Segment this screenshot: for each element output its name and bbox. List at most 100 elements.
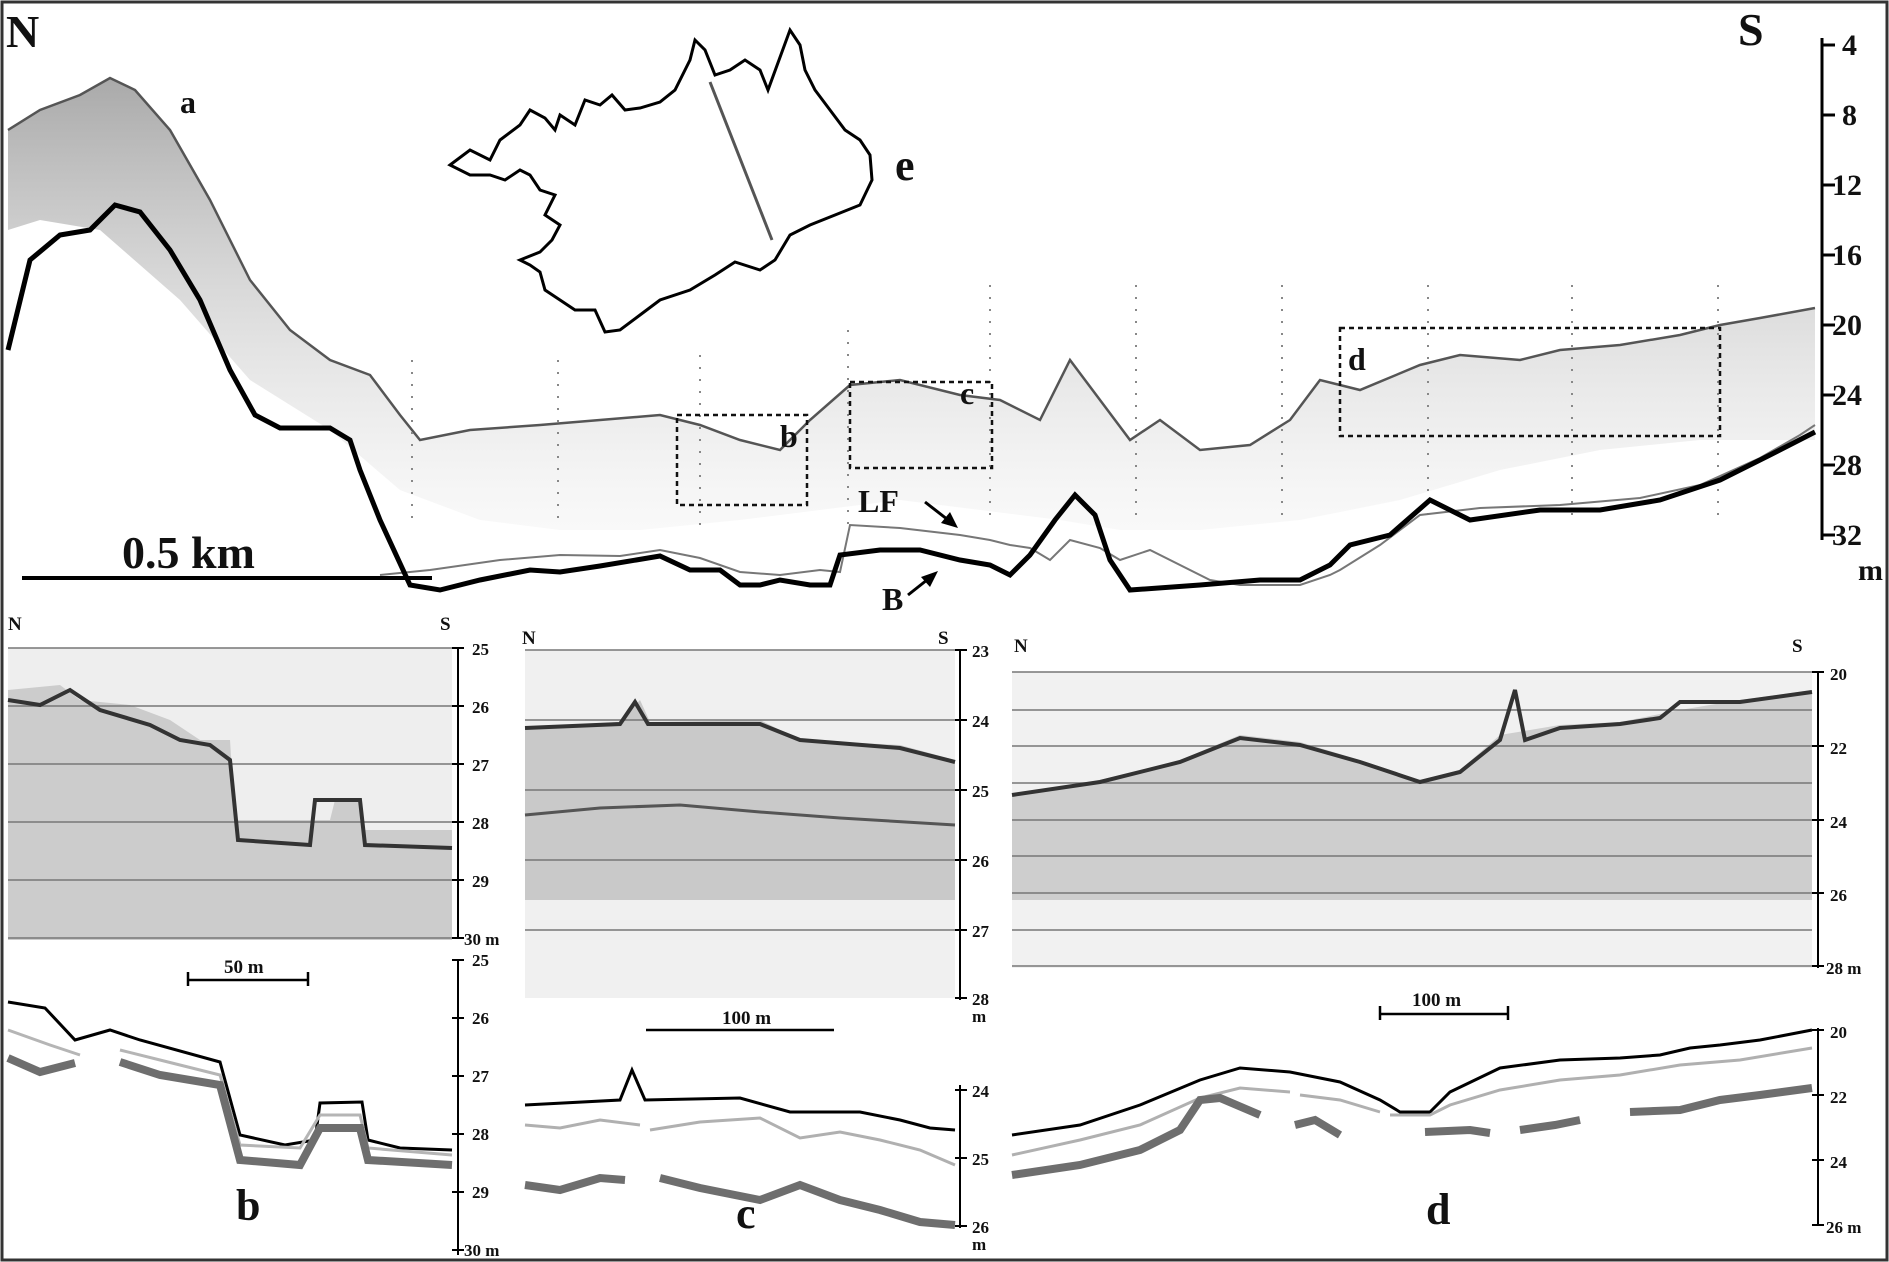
panel-d-gridlines [1012,671,1812,967]
panel-b-interp-tick-27: 27 [472,1067,490,1086]
main-south-label: S [1738,4,1764,55]
panel-b-interp-tick-25: 25 [472,951,489,970]
panel-b-interp-tick-29: 29 [472,1183,489,1202]
panel-c-interp-tick-25: 25 [972,1150,989,1169]
panel-b-interp-top [7,1000,453,1152]
panel-c-interp-tick-26: 26 [972,1218,989,1237]
panel-d-north: N [1014,636,1028,657]
panel-b-tick-30: 30 m [464,930,499,949]
box-b [675,413,809,507]
panel-d-interp-tick-22: 22 [1830,1088,1847,1107]
depth-tick-16: 16 [1832,239,1862,272]
panel-d-texture [1012,690,1812,900]
main-seafloor-reflector [7,76,1816,452]
panel-b-reflector [7,687,453,850]
panel-d-tick-28: 28 m [1826,959,1861,978]
panel-c-interp-unit: m [972,1235,986,1254]
box-c [848,380,994,470]
b-label: B [882,581,903,617]
panel-b-tick-25: 25 [472,640,489,659]
inset-map: e [447,26,915,334]
panel-c-interp-mid [524,1116,956,1167]
panel-b-tick-28: 28 [472,814,489,833]
panel-c-gridlines [525,649,955,931]
panel-b-interp-base [6,1054,453,1170]
depth-tick-4: 4 [1842,29,1857,62]
panel-b-tick-26: 26 [472,698,489,717]
panel-b-interp-tick-28: 28 [472,1125,489,1144]
depth-tick-20: 20 [1832,309,1862,342]
panel-d-interp-top [1011,1028,1813,1137]
panel-c-tick-26: 26 [972,852,989,871]
panel-d-interp-tick-20: 20 [1830,1023,1847,1042]
panel-b-texture [8,685,452,940]
main-scale-label: 0.5 km [122,527,255,578]
panel-c-echo-unit: m [972,1007,986,1026]
panel-c-tick-24: 24 [972,712,990,731]
box-d-label: d [1348,341,1366,377]
survey-line [708,81,774,241]
panel-c-subreflector [524,803,956,827]
panel-d-tick-22: 22 [1830,739,1847,758]
panel-d-interp-ticks [1812,1029,1824,1226]
panel-c-interp-top [524,1066,956,1132]
main-lf-horizon [379,424,1816,586]
panel-c-scale-label: 100 m [722,1008,771,1029]
panel-c-echo-ticks [955,649,967,999]
panel-b-scale-label: 50 m [224,957,264,978]
panel-d-interp-tick-26: 26 m [1826,1218,1861,1237]
marker-a-label: a [180,84,196,120]
panel-c-reflector [524,698,956,764]
panel-d-interp-base [1011,1084,1813,1179]
depth-unit: m [1858,554,1883,587]
panel-c: N S 23 24 25 26 27 28 m 100 m [522,628,990,1254]
lf-label: LF [858,483,899,519]
panel-b-tick-27: 27 [472,756,490,775]
panel-b-label: b [236,1181,260,1230]
depth-tick-12: 12 [1832,169,1862,202]
panel-d-tick-20: 20 [1830,665,1847,684]
main-north-label: N [6,6,39,57]
box-c-label: c [960,375,974,411]
panel-c-south: S [938,628,949,649]
map-label-e: e [895,141,915,190]
panel-c-north: N [522,628,536,649]
panel-c-tick-27: 27 [972,922,990,941]
panel-d-interp-tick-24: 24 [1830,1153,1848,1172]
main-b-horizon [5,202,1817,593]
depth-tick-32: 32 [1832,519,1862,552]
depth-tick-8: 8 [1842,99,1857,132]
iceland-outline [447,26,874,334]
panel-d: N S 20 22 24 26 28 m 100 m [1011,636,1861,1237]
main-depth-ticks [1822,43,1835,537]
panel-d-echo-ticks [1812,671,1824,967]
panel-c-tick-23: 23 [972,642,989,661]
panel-b-interp-ticks [452,959,464,1251]
box-d [1338,326,1722,438]
panel-b-north: N [8,614,22,635]
panel-d-tick-24: 24 [1830,813,1848,832]
main-profile: b c d a N S LF B 0.5 km 4 8 12 1 [5,4,1883,617]
panel-d-scale-label: 100 m [1412,990,1461,1011]
panel-c-tick-28: 28 [972,990,989,1009]
main-fix-markers [411,285,1719,525]
panel-c-interp-base [524,1173,956,1229]
panel-b-tick-29: 29 [472,872,489,891]
box-b-label: b [780,418,798,454]
panel-d-interp-mid [1011,1046,1813,1157]
main-echogram-band [8,78,1815,530]
panel-b-interp-tick-26: 26 [472,1009,489,1028]
panel-d-south: S [1792,636,1803,657]
panel-d-label: d [1426,1185,1450,1234]
panel-b: N S 25 26 27 28 29 30 m 50 m [6,614,499,1260]
panel-b-interp-tick-30: 30 m [464,1241,499,1260]
panel-b-south: S [440,614,451,635]
panel-c-texture [525,700,955,900]
panel-d-reflector [1011,689,1813,797]
panel-d-tick-26: 26 [1830,886,1847,905]
panel-c-label: c [736,1189,756,1238]
panel-c-tick-25: 25 [972,782,989,801]
b-arrowhead [921,571,938,587]
